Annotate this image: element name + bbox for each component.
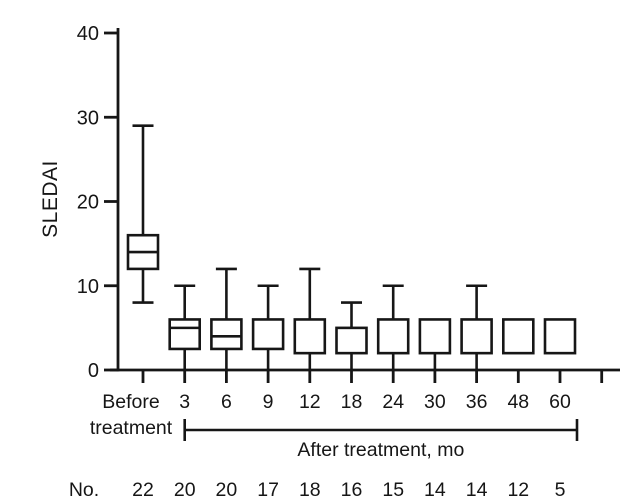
iqr-box [168, 318, 201, 351]
iqr-box [501, 318, 535, 355]
boxplot-48 [501, 318, 535, 355]
after-treatment-label: After treatment, mo [297, 439, 464, 461]
y-axis-title: SLEDAI [39, 160, 62, 238]
count-value: 20 [174, 479, 196, 499]
y-tick-label: 30 [77, 107, 99, 129]
x-tick-label: 30 [424, 391, 446, 413]
boxplot-6 [210, 267, 243, 370]
boxplot-12 [293, 267, 327, 370]
y-tick-label: 0 [88, 360, 99, 382]
boxplot-18 [335, 301, 368, 370]
x-tick-label: 3 [179, 391, 190, 413]
x-tick-label: 24 [382, 391, 404, 413]
boxplot-24 [376, 284, 410, 370]
count-row-label: No. [69, 479, 99, 499]
iqr-box [418, 318, 452, 355]
count-value: 22 [132, 479, 154, 499]
count-value: 14 [424, 479, 446, 499]
y-tick-label: 40 [77, 23, 99, 45]
y-tick-label: 10 [77, 276, 99, 298]
x-tick-label: 48 [507, 391, 529, 413]
x-tick-label: 9 [263, 391, 274, 413]
count-value: 5 [555, 479, 566, 499]
count-value: 12 [507, 479, 529, 499]
boxplot-3 [168, 284, 201, 370]
y-tick-label: 20 [77, 192, 99, 214]
count-value: 18 [299, 479, 321, 499]
iqr-box [376, 318, 410, 355]
x-tick-label: 60 [549, 391, 571, 413]
x-tick-label: 12 [299, 391, 321, 413]
iqr-box [293, 318, 327, 355]
x-tick-label-before-line1: Before [102, 391, 159, 413]
iqr-box [210, 318, 243, 351]
x-tick-label: 18 [341, 391, 363, 413]
iqr-box [335, 326, 368, 355]
count-value: 17 [257, 479, 279, 499]
boxplot-30 [418, 318, 452, 370]
x-tick-label: 36 [466, 391, 488, 413]
boxplot-60 [543, 318, 577, 355]
iqr-box [543, 318, 577, 355]
iqr-box [460, 318, 493, 355]
x-tick-label: 6 [221, 391, 232, 413]
boxplot-before [126, 124, 160, 304]
count-value: 15 [382, 479, 404, 499]
iqr-box [251, 318, 285, 351]
boxplot-36 [460, 284, 493, 370]
count-value: 20 [216, 479, 238, 499]
boxplot-9 [251, 284, 285, 370]
x-tick-label-before-line2: treatment [90, 417, 173, 439]
count-value: 14 [466, 479, 488, 499]
count-value: 16 [341, 479, 363, 499]
